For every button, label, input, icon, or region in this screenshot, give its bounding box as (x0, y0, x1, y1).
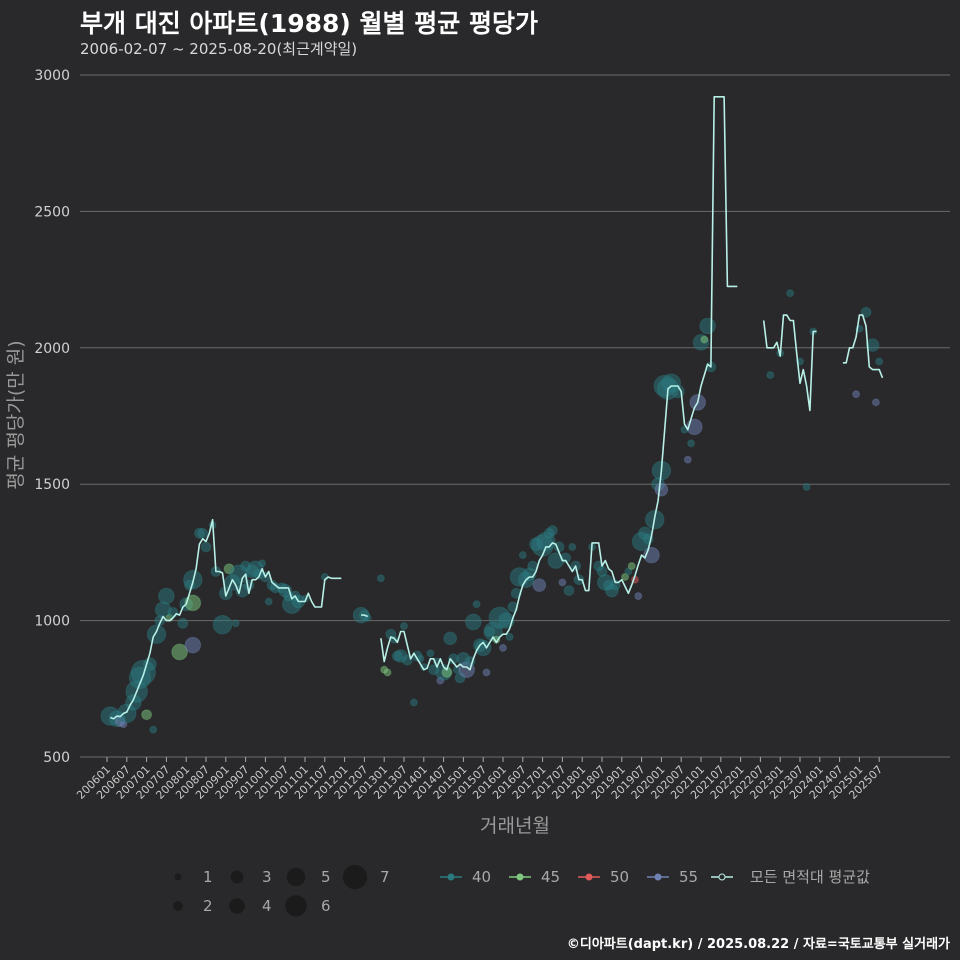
y-tick-label: 3000 (34, 68, 70, 84)
y-axis-title: 평균 평당가(만 원) (5, 340, 27, 489)
area-legend-dot (447, 873, 455, 881)
size-legend-label: 4 (262, 897, 272, 915)
y-tick-label: 1000 (34, 614, 70, 630)
bubble-point (634, 592, 643, 600)
average-line-segment (380, 96, 738, 671)
bubble-point (474, 639, 492, 657)
bubble-point (200, 541, 212, 553)
bubble-point (802, 482, 811, 491)
bubble-point (167, 607, 179, 618)
bubble-point (400, 622, 408, 631)
area-legend-dot (516, 873, 524, 881)
bubble-point (149, 725, 158, 734)
bubble-point (258, 559, 267, 568)
size-legend-symbol (229, 898, 245, 914)
bubble-point (426, 649, 435, 658)
bubble-point (766, 371, 775, 380)
x-axis-ticks: 2006012006072007012007072008012008072009… (74, 757, 885, 802)
bubble-point (383, 668, 392, 677)
bubble-point (184, 594, 202, 612)
size-legend-label: 1 (203, 868, 213, 886)
bubble-point (141, 709, 153, 721)
size-legend-symbol (173, 901, 183, 911)
bubble-point (558, 578, 567, 587)
bubble-layer (100, 289, 884, 734)
grid-lines (80, 74, 950, 758)
bubble-point (505, 633, 514, 641)
area-legend-label: 50 (610, 868, 629, 886)
bubble-point (563, 585, 575, 596)
bubble-point (264, 597, 273, 606)
bubble-point (852, 390, 861, 399)
bubble-point (865, 338, 880, 352)
bubble-point (621, 573, 630, 581)
area-legend-label: 55 (679, 868, 698, 886)
bubble-point (547, 525, 558, 536)
size-legend-label: 6 (321, 897, 331, 915)
bubble-point (786, 289, 795, 298)
bubble-point (472, 600, 481, 609)
size-legend-symbol (174, 873, 182, 881)
bubble-point (376, 574, 385, 583)
chart-subtitle: 2006-02-07 ~ 2025-08-20(최근계약일) (80, 40, 358, 58)
bubble-point (624, 567, 633, 576)
y-tick-label: 2500 (34, 204, 70, 220)
size-legend-symbol (286, 867, 306, 887)
bubble-point (532, 578, 547, 592)
y-axis-ticks: 500 1000 1500 2000 2500 3000 (34, 68, 70, 766)
size-legend-label: 5 (321, 868, 331, 886)
bubble-point (197, 527, 209, 539)
average-line-segment (762, 314, 817, 412)
bubble-point (687, 439, 696, 448)
size-legend-label: 2 (203, 897, 213, 915)
bubble-point (482, 668, 491, 677)
avg-legend-label: 모든 면적대 평균값 (750, 868, 870, 886)
bubble-point (700, 335, 709, 344)
x-axis-title: 거래년월 (480, 815, 550, 837)
area-legend-dot (654, 873, 662, 881)
average-line-layer (109, 96, 884, 720)
bubble-point (699, 317, 716, 335)
bubble-point (875, 357, 884, 366)
bubble-point (171, 643, 188, 661)
bubble-point (518, 551, 527, 560)
avg-legend-dot (718, 873, 726, 881)
bubble-point (683, 455, 692, 464)
bubble-point (507, 601, 519, 613)
y-tick-label: 500 (43, 750, 70, 766)
bubble-point (146, 624, 167, 644)
size-legend-label: 3 (262, 868, 272, 886)
bubble-point (443, 631, 458, 646)
bubble-point (860, 306, 872, 318)
bubble-point (231, 619, 240, 628)
average-line-segment (361, 614, 369, 618)
bubble-point (184, 636, 202, 654)
area-legend-label: 40 (472, 868, 491, 886)
area-legend-dot (585, 873, 593, 881)
bubble-point (465, 613, 482, 631)
bubble-point (654, 482, 669, 497)
size-legend-symbol (230, 870, 244, 884)
bubble-point (158, 587, 175, 605)
size-legend-symbol (342, 864, 368, 890)
bubble-point (409, 698, 418, 707)
bubble-point (212, 614, 233, 635)
area-legend-label: 45 (541, 868, 560, 886)
y-tick-label: 2000 (34, 341, 70, 357)
source-caption: ©디아파트(dapt.kr) / 2025.08.22 / 자료=국토교통부 실… (566, 937, 950, 952)
chart-title: 부개 대진 아파트(1988) 월별 평균 평당가 (80, 9, 538, 38)
bubble-point (627, 562, 636, 570)
bubble-point (499, 643, 507, 652)
average-line-segment (109, 518, 342, 720)
bubble-point (177, 617, 189, 629)
size-legend-label: 7 (380, 868, 390, 886)
bubble-point (568, 542, 577, 551)
size-legend-symbol (285, 895, 307, 917)
y-tick-label: 1500 (34, 477, 70, 493)
average-line-segment (842, 314, 884, 379)
bubble-point (871, 398, 880, 407)
